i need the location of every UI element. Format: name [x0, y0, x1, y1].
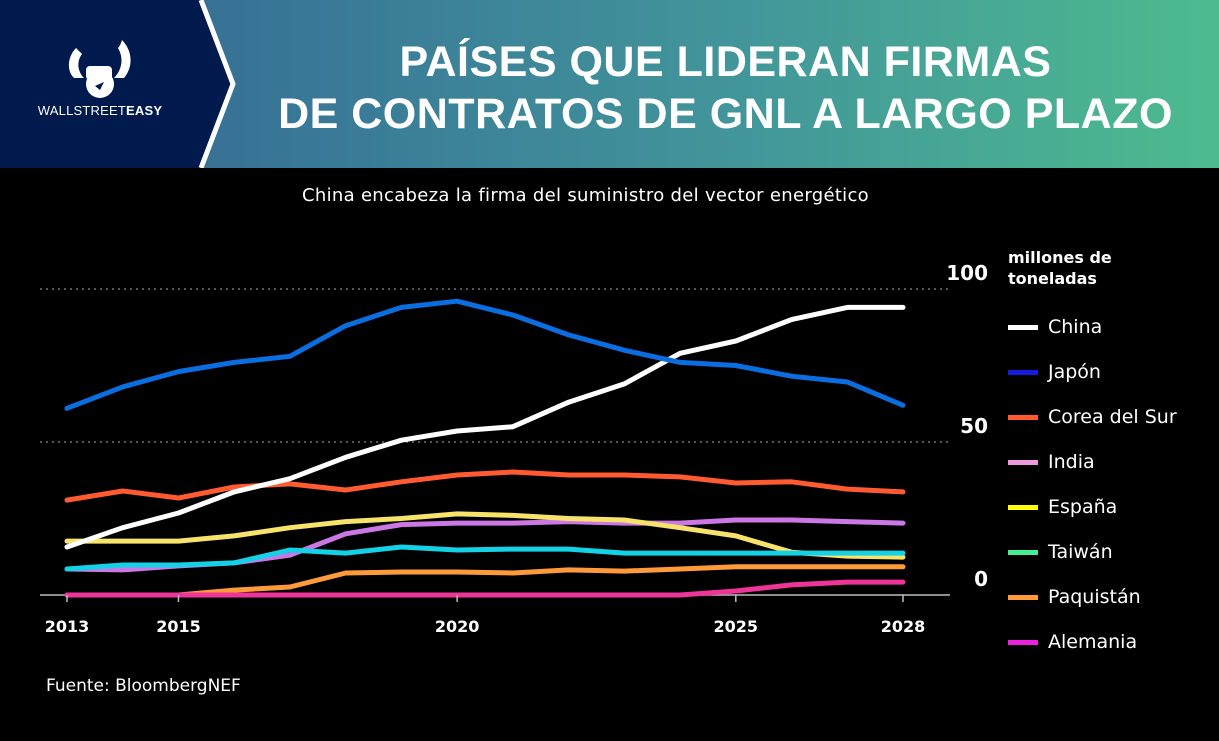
brand-prefix: WALLSTREET: [37, 103, 126, 118]
series-line-españa: [64, 511, 906, 560]
brand-suffix: EASY: [126, 103, 163, 118]
legend-label: Alemania: [1048, 631, 1138, 653]
brand-wordmark: WALLSTREETEASY: [0, 103, 200, 118]
x-axis-ticks: 2013 2015 2020 2025 2028: [45, 595, 926, 636]
legend-item: Taiwán: [1008, 537, 1113, 567]
bull-horns-fist-icon: [68, 40, 131, 98]
legend-label: Taiwán: [1048, 541, 1113, 563]
x-tick-label: 2028: [881, 617, 926, 636]
legend-label: Paquistán: [1048, 586, 1141, 608]
y-tick-label: 0: [974, 567, 988, 591]
x-tick-label: 2025: [714, 617, 759, 636]
series-line-taiwán: [64, 544, 906, 572]
legend-item: India: [1008, 447, 1095, 477]
chart-subtitle: China encabeza la firma del suministro d…: [302, 185, 869, 206]
legend-swatch: [1008, 459, 1038, 465]
legend-swatch: [1008, 639, 1038, 645]
gridlines: [40, 288, 948, 443]
series-line-japón: [64, 298, 906, 411]
legend-label: España: [1048, 496, 1118, 518]
series-line-corea-del-sur: [64, 469, 906, 503]
legend-item: China: [1008, 312, 1102, 342]
logo-panel: WALLSTREETEASY: [0, 0, 240, 168]
legend-item: Paquistán: [1008, 582, 1141, 612]
legend-item: Japón: [1008, 357, 1101, 387]
x-tick-label: 2020: [435, 617, 480, 636]
series-lines: [64, 298, 906, 598]
page-title: PAÍSES QUE LIDERAN FIRMAS DE CONTRATOS D…: [232, 36, 1219, 140]
y-axis-unit-label: millones de toneladas: [1008, 247, 1178, 289]
legend-item: Alemania: [1008, 627, 1137, 657]
source-note: Fuente: BloombergNEF: [46, 676, 241, 696]
y-tick-label: 100: [946, 261, 988, 285]
legend-label: India: [1048, 451, 1095, 473]
series-line-alemania: [64, 579, 906, 598]
legend-swatch: [1008, 414, 1038, 420]
title-line-2: DE CONTRATOS DE GNL A LARGO PLAZO: [278, 90, 1173, 138]
legend-item: Corea del Sur: [1008, 402, 1177, 432]
unit-label-line-1: millones de: [1008, 248, 1112, 267]
title-line-1: PAÍSES QUE LIDERAN FIRMAS: [399, 38, 1052, 86]
legend-item: España: [1008, 492, 1117, 522]
logo-panel-shape: [0, 0, 236, 168]
legend-swatch: [1008, 324, 1038, 330]
y-tick-label: 50: [960, 414, 988, 438]
unit-label-line-2: toneladas: [1008, 269, 1097, 288]
series-line-china: [64, 304, 906, 550]
legend-label: China: [1048, 316, 1103, 338]
x-tick-label: 2015: [156, 617, 201, 636]
legend-swatch: [1008, 549, 1038, 555]
legend-swatch: [1008, 594, 1038, 600]
header-banner: WALLSTREETEASY PAÍSES QUE LIDERAN FIRMAS…: [0, 0, 1219, 168]
legend-swatch: [1008, 369, 1038, 375]
legend-swatch: [1008, 504, 1038, 510]
legend-label: Japón: [1048, 361, 1101, 383]
legend-label: Corea del Sur: [1048, 406, 1177, 428]
x-tick-label: 2013: [45, 617, 90, 636]
y-axis-ticks: 0 50 100: [946, 261, 988, 591]
series-line-paquistán: [64, 564, 906, 598]
